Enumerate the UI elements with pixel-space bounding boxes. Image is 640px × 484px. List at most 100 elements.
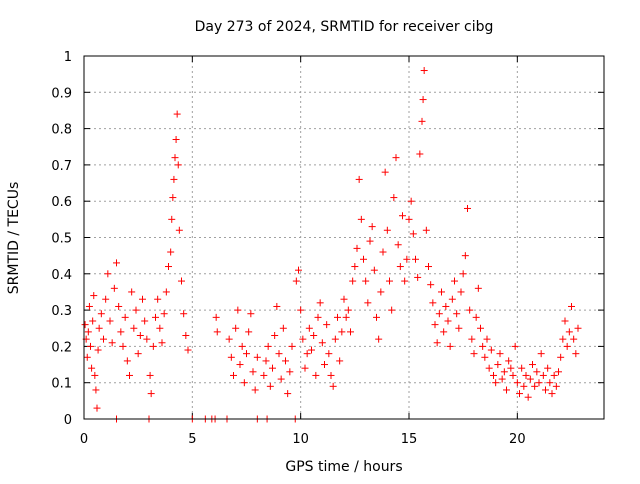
data-point: [336, 357, 344, 365]
data-point: [171, 154, 179, 162]
data-point: [572, 350, 580, 358]
data-point: [236, 361, 244, 369]
data-point: [375, 335, 383, 343]
data-point: [386, 277, 393, 285]
data-point: [275, 350, 283, 358]
data-points: [81, 67, 582, 423]
data-point: [338, 328, 346, 336]
data-point: [182, 332, 190, 340]
data-point: [516, 390, 523, 398]
data-point: [286, 368, 294, 376]
data-point: [273, 302, 281, 310]
y-tick-label: 0.3: [51, 304, 72, 319]
x-axis-label: GPS time / hours: [285, 459, 402, 475]
data-point: [355, 175, 363, 183]
y-tick-label: 0.7: [51, 159, 72, 174]
data-point: [100, 335, 107, 343]
data-point: [509, 371, 517, 379]
data-point: [245, 328, 253, 336]
data-point: [539, 371, 547, 379]
y-tick-label: 1: [64, 50, 72, 65]
data-point: [117, 328, 125, 336]
y-tick-label: 0: [64, 413, 72, 428]
data-point: [90, 292, 98, 300]
data-point: [165, 263, 172, 271]
data-point: [249, 368, 257, 376]
data-point: [366, 237, 374, 245]
data-point: [119, 342, 127, 350]
data-point: [368, 223, 376, 231]
data-point: [468, 335, 476, 343]
data-point: [370, 266, 378, 274]
data-point: [238, 342, 246, 350]
data-point: [310, 332, 318, 340]
data-point: [399, 212, 406, 220]
data-point: [168, 215, 176, 223]
data-point: [409, 230, 417, 238]
data-point: [440, 328, 448, 336]
data-point: [292, 277, 300, 285]
data-point: [446, 342, 454, 350]
x-tick-label: 0: [80, 432, 88, 447]
data-point: [392, 154, 400, 162]
data-point: [264, 342, 272, 350]
data-point: [448, 295, 456, 303]
data-point: [152, 313, 159, 321]
data-point: [485, 364, 493, 372]
data-point: [232, 324, 240, 332]
data-point: [279, 324, 287, 332]
data-point: [178, 277, 185, 285]
data-point: [325, 350, 333, 358]
x-tick-label: 10: [292, 432, 309, 447]
data-point: [396, 263, 404, 271]
data-point: [479, 342, 487, 350]
x-tick-label: 15: [401, 432, 418, 447]
data-point: [301, 364, 309, 372]
data-point: [390, 194, 398, 202]
data-point: [174, 161, 182, 169]
data-point: [574, 324, 582, 332]
data-point: [262, 357, 270, 365]
data-point: [435, 310, 443, 318]
data-point: [505, 357, 513, 365]
data-point: [570, 335, 578, 343]
data-point: [234, 306, 242, 314]
data-point: [503, 386, 510, 394]
data-point: [92, 386, 100, 394]
data-point: [529, 361, 536, 369]
data-point: [110, 284, 118, 292]
data-point: [557, 353, 565, 361]
data-point: [334, 313, 341, 321]
data-point: [93, 404, 101, 412]
data-point: [344, 306, 352, 314]
data-point: [132, 306, 140, 314]
data-point: [550, 371, 558, 379]
data-point: [414, 273, 422, 281]
data-point: [383, 226, 391, 234]
data-point: [91, 371, 99, 379]
data-point: [175, 226, 183, 234]
data-point: [295, 266, 302, 274]
data-point: [251, 386, 259, 394]
data-point: [327, 371, 335, 379]
data-point: [269, 364, 276, 372]
data-point: [230, 371, 237, 379]
data-point: [240, 379, 248, 387]
data-point: [134, 350, 142, 358]
data-point: [158, 339, 166, 347]
data-point: [113, 259, 120, 267]
data-point: [323, 321, 331, 329]
data-point: [481, 353, 489, 361]
data-point: [253, 353, 261, 361]
data-point: [401, 277, 409, 285]
data-point: [305, 324, 313, 332]
data-point: [167, 248, 175, 256]
data-point: [170, 175, 178, 183]
data-point: [318, 339, 326, 347]
data-point: [180, 310, 188, 318]
data-point: [364, 299, 372, 307]
x-tick-label: 5: [188, 432, 196, 447]
data-point: [496, 350, 504, 358]
plot-frame: [83, 55, 605, 420]
